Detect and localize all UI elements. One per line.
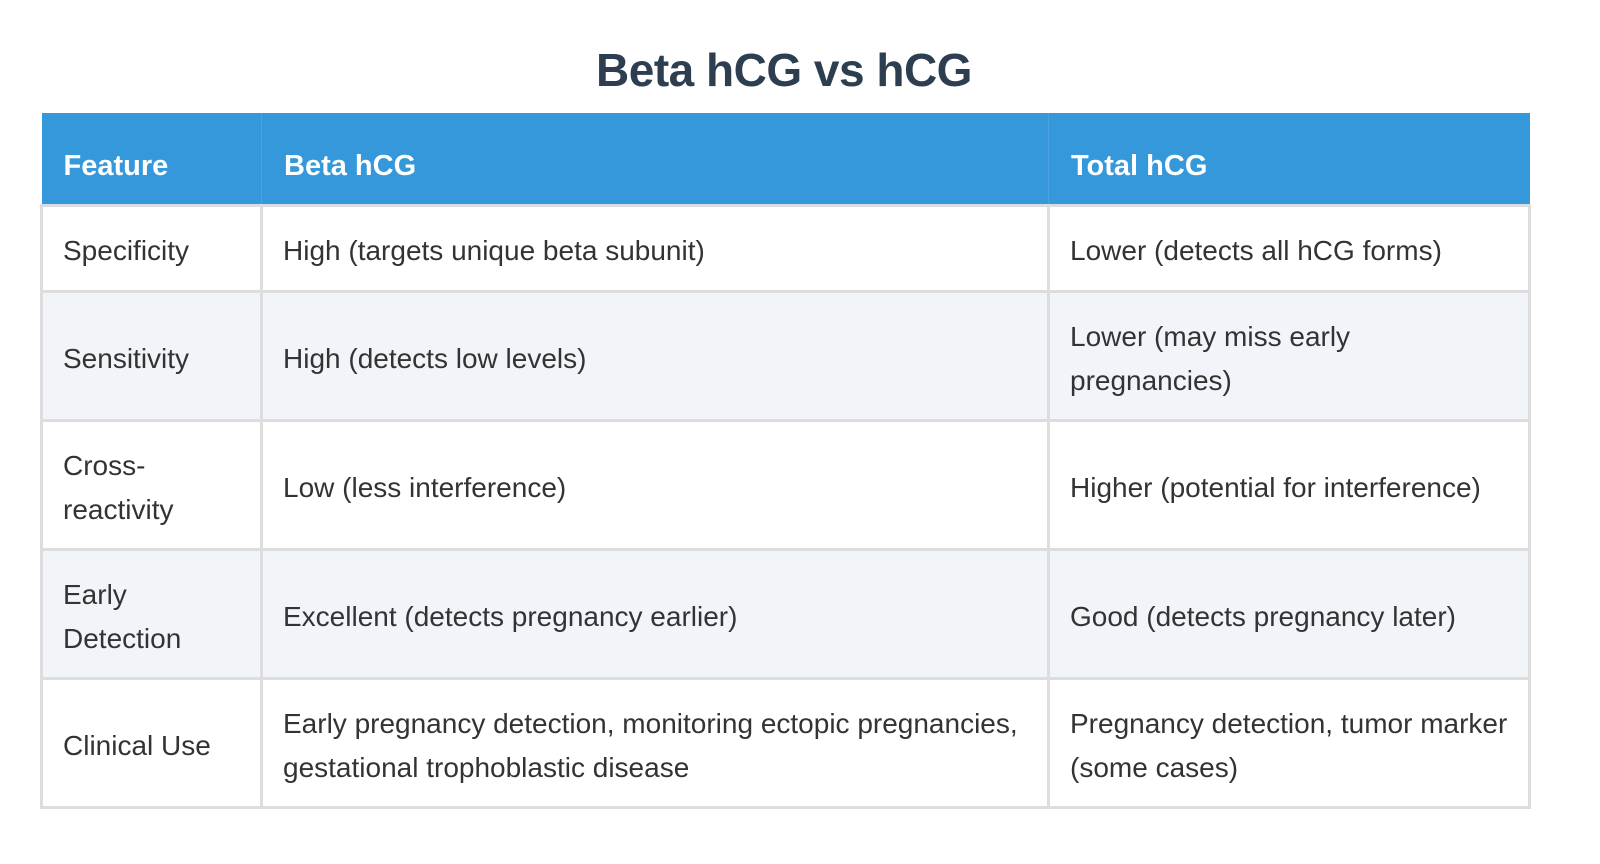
cell-total-hcg: Lower (detects all hCG forms) xyxy=(1047,203,1531,293)
cell-feature: Early Detection xyxy=(40,547,263,680)
cell-total-hcg: Good (detects pregnancy later) xyxy=(1047,547,1531,680)
cell-feature: Cross-reactivity xyxy=(40,418,263,551)
page-title: Beta hCG vs hCG xyxy=(596,44,972,96)
header-feature: Feature xyxy=(41,113,262,207)
table-body: Specificity High (targets unique beta su… xyxy=(40,203,1531,809)
table-row: Early Detection Excellent (detects pregn… xyxy=(40,547,1531,680)
cell-total-hcg: Higher (potential for interference) xyxy=(1047,418,1531,551)
cell-feature: Sensitivity xyxy=(40,289,263,422)
header-total-hcg: Total hCG xyxy=(1048,113,1530,207)
header-row: Feature Beta hCG Total hCG xyxy=(41,113,1530,207)
table-row: Clinical Use Early pregnancy detection, … xyxy=(40,676,1531,809)
cell-feature: Specificity xyxy=(40,203,263,293)
table-header: Feature Beta hCG Total hCG xyxy=(41,113,1530,207)
cell-total-hcg: Lower (may miss early pregnancies) xyxy=(1047,289,1531,422)
comparison-table: Feature Beta hCG Total hCG Specificity H… xyxy=(40,113,1531,809)
table-row: Specificity High (targets unique beta su… xyxy=(40,203,1531,293)
cell-beta-hcg: Early pregnancy detection, monitoring ec… xyxy=(260,676,1050,809)
table-row: Cross-reactivity Low (less interference)… xyxy=(40,418,1531,551)
cell-beta-hcg: Low (less interference) xyxy=(260,418,1050,551)
cell-feature: Clinical Use xyxy=(40,676,263,809)
header-beta-hcg: Beta hCG xyxy=(261,113,1049,207)
table-row: Sensitivity High (detects low levels) Lo… xyxy=(40,289,1531,422)
cell-beta-hcg: Excellent (detects pregnancy earlier) xyxy=(260,547,1050,680)
cell-beta-hcg: High (targets unique beta subunit) xyxy=(260,203,1050,293)
cell-total-hcg: Pregnancy detection, tumor marker (some … xyxy=(1047,676,1531,809)
cell-beta-hcg: High (detects low levels) xyxy=(260,289,1050,422)
